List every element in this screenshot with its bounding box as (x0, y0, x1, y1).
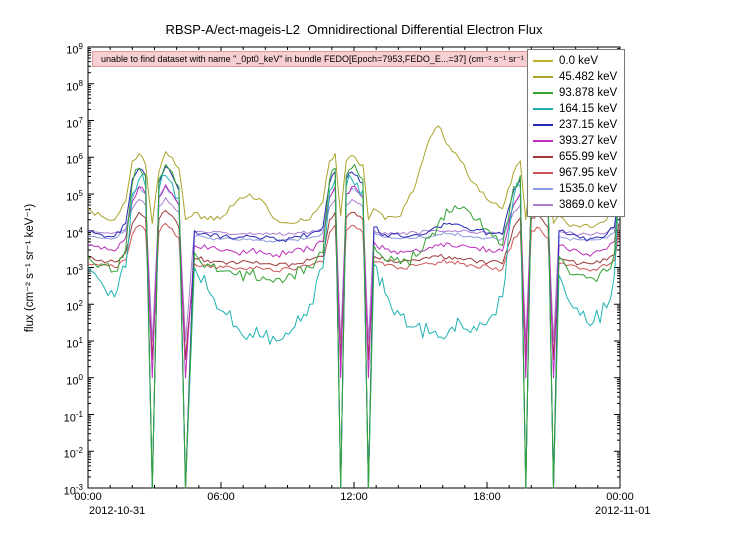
legend-item[interactable]: 3869.0 keV (533, 197, 617, 213)
legend-item[interactable]: 967.95 keV (533, 165, 617, 181)
legend-item-label: 393.27 keV (559, 135, 618, 147)
y-tick-label: 108 (66, 78, 83, 94)
legend-item-label: 45.482 keV (559, 71, 618, 83)
warning-banner[interactable]: unable to find dataset with name "_0pt0_… (92, 51, 532, 67)
legend-item[interactable]: 0.0 keV (533, 53, 617, 69)
legend-item[interactable]: 164.15 keV (533, 101, 617, 117)
legend-item-label: 967.95 keV (559, 167, 618, 179)
legend-line-swatch (533, 108, 553, 110)
y-tick-label: 103 (66, 262, 83, 278)
legend-item-label: 0.0 keV (559, 55, 598, 67)
legend-item[interactable]: 1535.0 keV (533, 181, 617, 197)
legend-line-swatch (533, 188, 553, 190)
legend-line-swatch (533, 156, 553, 158)
x-axis-date-end: 2012-11-01 (595, 505, 651, 517)
plot-title: RBSP-A/ect-mageis-L2 Omnidirectional Dif… (165, 22, 543, 37)
legend-line-swatch (533, 124, 553, 126)
y-tick-label: 109 (66, 42, 83, 57)
y-tick-label: 10-1 (63, 409, 83, 425)
y-tick-label: 105 (66, 189, 83, 204)
x-tick-label: 12:00 (340, 491, 368, 503)
series-line-93-878-kev (87, 163, 620, 489)
x-axis-date-start: 2012-10-31 (89, 505, 146, 517)
y-tick-label: 10-3 (63, 483, 83, 498)
legend-item-label: 655.99 keV (559, 151, 618, 163)
legend-item[interactable]: 393.27 keV (533, 133, 617, 149)
y-tick-label: 106 (66, 152, 83, 167)
legend-item[interactable]: 45.482 keV (533, 69, 617, 85)
x-tick-label: 00:00 (74, 491, 102, 503)
legend-item-label: 164.15 keV (559, 103, 618, 115)
legend-line-swatch (533, 60, 553, 62)
legend-line-swatch (533, 76, 553, 78)
legend-line-swatch (533, 204, 553, 206)
legend-line-swatch (533, 92, 553, 94)
legend[interactable]: 0.0 keV 45.482 keV 93.878 keV 164.15 keV 237… (527, 49, 626, 217)
y-tick-label: 107 (66, 115, 83, 131)
y-tick-label: 104 (66, 225, 83, 241)
y-tick-label: 10-2 (63, 446, 83, 461)
legend-item-label: 1535.0 keV (559, 183, 618, 195)
x-tick-label: 18:00 (473, 491, 501, 503)
legend-item-label: 3869.0 keV (559, 199, 618, 211)
legend-item-label: 93.878 keV (559, 87, 618, 99)
y-tick-label: 100 (66, 372, 83, 388)
legend-item-label: 237.15 keV (559, 119, 618, 131)
y-tick-label: 101 (66, 336, 83, 351)
legend-item[interactable]: 93.878 keV (533, 85, 617, 101)
x-tick-label: 00:00 (606, 491, 634, 503)
x-tick-label: 06:00 (207, 491, 235, 503)
legend-item[interactable]: 655.99 keV (533, 149, 617, 165)
warning-text: unable to find dataset with name "_0pt0_… (101, 53, 532, 64)
y-tick-label: 102 (66, 299, 83, 314)
legend-line-swatch (533, 172, 553, 174)
legend-item[interactable]: 237.15 keV (533, 117, 617, 133)
legend-line-swatch (533, 140, 553, 142)
